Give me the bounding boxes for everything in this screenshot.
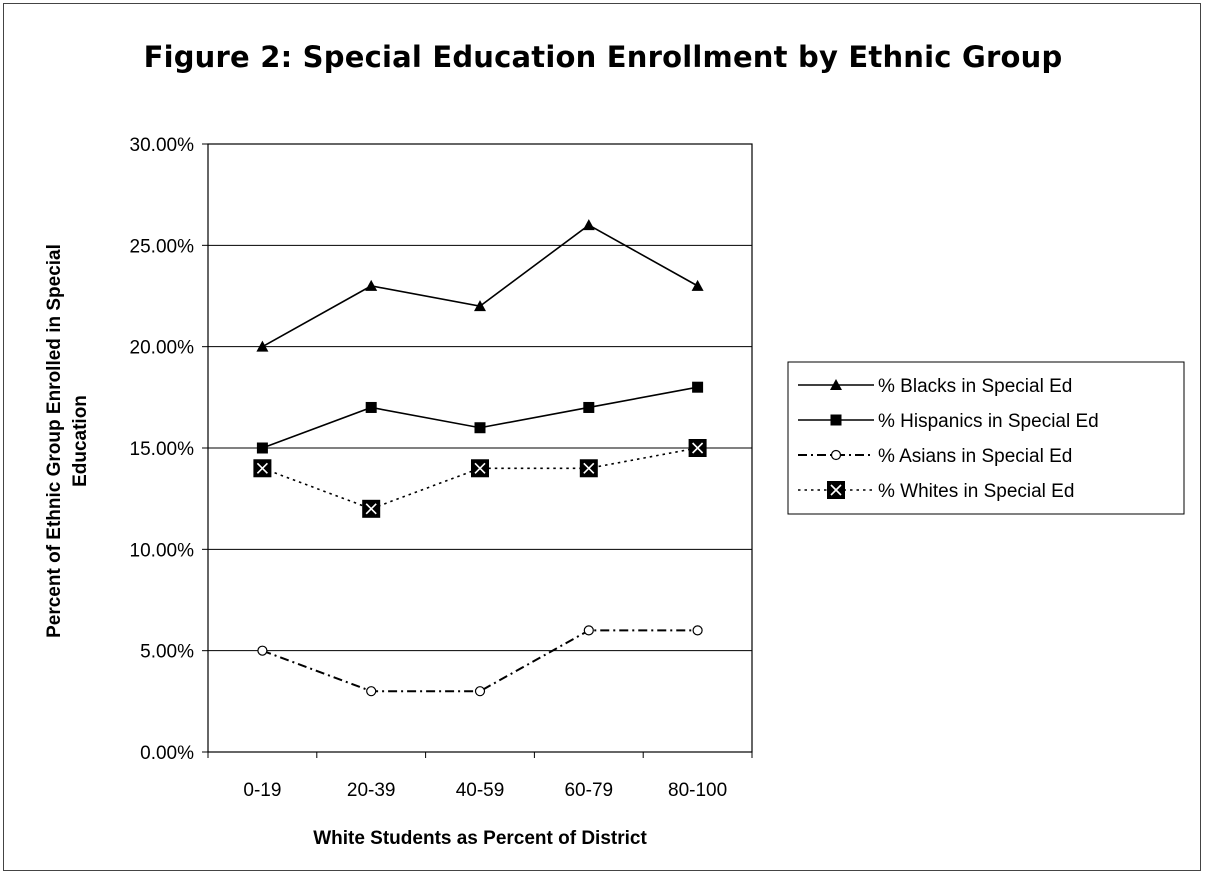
triangle-marker xyxy=(582,219,595,231)
x-tick-label: 20-39 xyxy=(347,780,396,801)
boxed-x-marker xyxy=(253,459,272,478)
x-tick-label: 40-59 xyxy=(456,780,505,801)
y-tick-label: 30.00% xyxy=(130,135,195,156)
series-layer xyxy=(253,219,707,697)
legend-item: % Whites in Special Ed xyxy=(798,481,1074,502)
series-line xyxy=(262,386,698,449)
x-axis-title: White Students as Percent of District xyxy=(313,828,647,849)
legend-item: % Hispanics in Special Ed xyxy=(798,411,1099,432)
legend-item: % Asians in Special Ed xyxy=(798,446,1072,467)
triangle-marker xyxy=(256,340,269,352)
series-0 xyxy=(256,219,704,352)
boxed-x-cross xyxy=(830,484,842,496)
square-marker xyxy=(692,381,704,393)
boxed-x-cross xyxy=(692,442,704,454)
x-tick-label: 80-100 xyxy=(668,780,727,801)
square-marker xyxy=(365,401,377,413)
triangle-marker xyxy=(691,279,704,291)
boxed-x-marker xyxy=(362,499,381,518)
y-tick-label: 10.00% xyxy=(130,540,195,561)
boxed-x-marker xyxy=(579,459,598,478)
series-3 xyxy=(253,439,707,518)
series-1 xyxy=(256,381,704,454)
triangle-marker xyxy=(474,300,486,312)
y-axis-title: Percent of Ethnic Group Enrolled in Spec… xyxy=(44,244,91,638)
triangle-marker xyxy=(365,279,378,291)
boxed-x-cross xyxy=(256,462,268,474)
circle-marker xyxy=(257,645,268,656)
series-line xyxy=(262,629,698,693)
chart-title: Figure 2: Special Education Enrollment b… xyxy=(143,40,1063,74)
boxed-x-cross xyxy=(583,462,595,474)
square-marker xyxy=(256,442,268,454)
square-marker xyxy=(830,414,842,426)
boxed-x-marker xyxy=(827,481,845,499)
y-axis-title-line-2: Education xyxy=(70,395,91,487)
y-axis-title-line-1: Percent of Ethnic Group Enrolled in Spec… xyxy=(44,244,65,638)
boxed-x-cross xyxy=(365,503,377,515)
y-tick-label: 20.00% xyxy=(130,338,195,359)
circle-marker xyxy=(583,625,594,636)
y-tick-label: 0.00% xyxy=(140,743,194,764)
boxed-x-marker xyxy=(688,439,707,457)
y-tick-label: 25.00% xyxy=(130,236,195,257)
grid-lines xyxy=(208,244,752,652)
boxed-x-cross xyxy=(474,462,486,474)
boxed-x-marker xyxy=(471,459,489,478)
y-axis-ticks: 0.00% 5.00% 10.00% 15.00% 20.00% 25.00% 30.00% xyxy=(130,135,208,764)
legend-label: % Hispanics in Special Ed xyxy=(878,411,1099,432)
series-line xyxy=(262,224,698,348)
legend-item: % Blacks in Special Ed xyxy=(798,376,1072,397)
circle-marker xyxy=(366,686,377,697)
circle-marker xyxy=(830,449,842,461)
legend-label: % Blacks in Special Ed xyxy=(878,376,1072,397)
legend: % Blacks in Special Ed % Hispanics in Spe… xyxy=(787,361,1185,515)
series-line xyxy=(262,447,698,510)
legend-box xyxy=(787,361,1185,515)
x-tick-label: 0-19 xyxy=(243,780,281,801)
square-marker xyxy=(474,422,486,434)
circle-marker xyxy=(692,625,703,636)
y-tick-label: 5.00% xyxy=(140,642,194,663)
x-axis-ticks: 0-19 20-39 40-59 60-79 80-100 xyxy=(207,752,753,801)
triangle-marker xyxy=(830,379,842,390)
legend-label: % Asians in Special Ed xyxy=(878,446,1072,467)
y-tick-label: 15.00% xyxy=(130,439,195,460)
series-2 xyxy=(257,625,703,697)
legend-label: % Whites in Special Ed xyxy=(878,481,1074,502)
circle-marker xyxy=(474,686,486,697)
square-marker xyxy=(583,401,595,413)
x-tick-label: 60-79 xyxy=(564,780,613,801)
